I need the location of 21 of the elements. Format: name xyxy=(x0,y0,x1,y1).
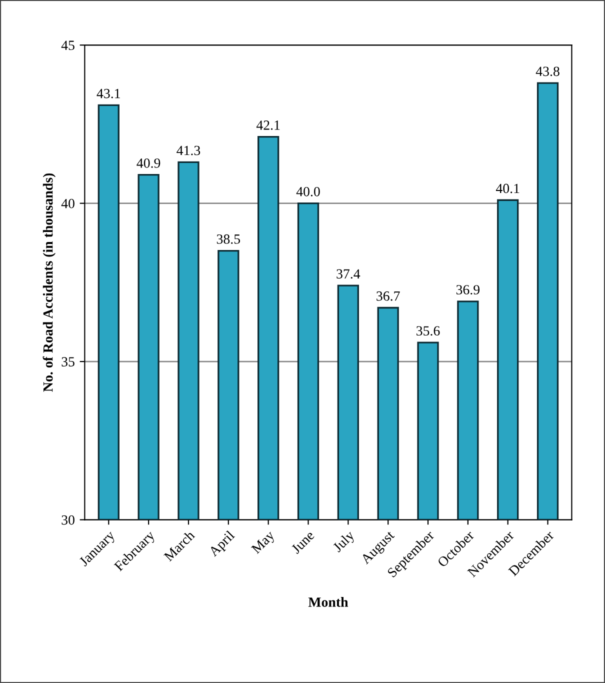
data-label: 36.9 xyxy=(456,285,480,294)
data-label: 40.1 xyxy=(496,184,520,194)
y-tick-label: 30 xyxy=(62,515,74,525)
y-tick-label: 40 xyxy=(61,198,74,208)
data-label: 40.0 xyxy=(296,186,320,196)
data-label: 43.1 xyxy=(96,88,120,98)
data-label: 42.1 xyxy=(256,120,280,130)
data-label: 43.8 xyxy=(536,66,560,76)
data-label: 38.5 xyxy=(216,234,240,244)
data-label: 36.7 xyxy=(376,291,400,301)
x-tick-label: July xyxy=(332,530,358,555)
y-tick-label: 35 xyxy=(62,357,74,366)
data-label: 41.3 xyxy=(176,146,200,156)
data-label: 35.6 xyxy=(416,326,440,336)
x-tick-label: June xyxy=(290,530,315,554)
x-axis-title: Month xyxy=(308,597,348,607)
x-tick-label: May xyxy=(250,530,278,556)
y-axis-title: No. of Road Accidents (in thousands) xyxy=(42,173,56,392)
data-label: 37.4 xyxy=(336,269,360,279)
data-label: 40.9 xyxy=(136,158,160,168)
y-tick-label: 45 xyxy=(61,40,74,50)
